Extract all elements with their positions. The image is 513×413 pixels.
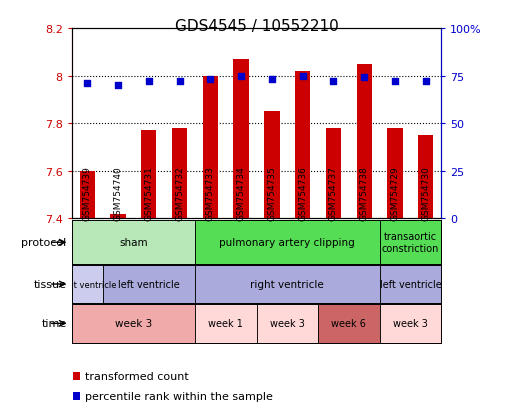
Text: right ventricle: right ventricle: [57, 280, 117, 289]
Text: GDS4545 / 10552210: GDS4545 / 10552210: [174, 19, 339, 33]
Text: right ventricle: right ventricle: [250, 279, 324, 290]
Bar: [172, 129, 187, 219]
Text: GSM754732: GSM754732: [175, 166, 184, 220]
Text: pulmonary artery clipping: pulmonary artery clipping: [220, 237, 355, 248]
Bar: [203, 76, 218, 219]
Bar: [387, 129, 403, 219]
Point: [175, 79, 184, 85]
Text: tissue: tissue: [34, 279, 67, 290]
Text: GSM754736: GSM754736: [298, 165, 307, 220]
Bar: [357, 64, 372, 219]
Bar: [380, 221, 441, 264]
Bar: [73, 372, 80, 380]
Bar: [103, 265, 195, 304]
Bar: [318, 304, 380, 343]
Text: GSM754738: GSM754738: [360, 165, 369, 220]
Point: [114, 83, 122, 89]
Text: week 6: week 6: [331, 318, 366, 329]
Bar: [72, 265, 103, 304]
Text: GSM754739: GSM754739: [83, 165, 92, 220]
Text: sham: sham: [119, 237, 148, 248]
Bar: [380, 304, 441, 343]
Bar: [72, 221, 195, 264]
Point: [360, 75, 368, 82]
Text: GSM754740: GSM754740: [113, 166, 123, 220]
Bar: [256, 304, 318, 343]
Point: [83, 81, 91, 87]
Bar: [326, 129, 341, 219]
Point: [206, 77, 214, 83]
Text: GSM754729: GSM754729: [390, 166, 400, 220]
Text: left ventricle: left ventricle: [380, 279, 441, 290]
Bar: [195, 265, 380, 304]
Text: week 3: week 3: [115, 318, 152, 329]
Point: [299, 73, 307, 80]
Text: transformed count: transformed count: [85, 371, 189, 381]
Text: week 3: week 3: [393, 318, 428, 329]
Point: [391, 79, 399, 85]
Point: [329, 79, 338, 85]
Bar: [295, 72, 310, 219]
Bar: [72, 304, 195, 343]
Point: [268, 77, 276, 83]
Text: transaortic
constriction: transaortic constriction: [382, 232, 439, 254]
Point: [237, 73, 245, 80]
Bar: [141, 131, 156, 219]
Point: [145, 79, 153, 85]
Text: GSM754731: GSM754731: [144, 165, 153, 220]
Text: left ventricle: left ventricle: [118, 279, 180, 290]
Text: GSM754734: GSM754734: [236, 166, 246, 220]
Bar: [233, 60, 249, 219]
Bar: [418, 136, 433, 219]
Text: week 1: week 1: [208, 318, 243, 329]
Text: GSM754737: GSM754737: [329, 165, 338, 220]
Text: time: time: [42, 318, 67, 329]
Point: [422, 79, 430, 85]
Bar: [110, 214, 126, 219]
Bar: [264, 112, 280, 219]
Bar: [195, 221, 380, 264]
Bar: [195, 304, 256, 343]
Text: GSM754733: GSM754733: [206, 165, 215, 220]
Text: GSM754730: GSM754730: [421, 165, 430, 220]
Bar: [73, 392, 80, 401]
Text: protocol: protocol: [22, 237, 67, 248]
Text: GSM754735: GSM754735: [267, 165, 277, 220]
Bar: [380, 265, 441, 304]
Bar: [80, 171, 95, 219]
Text: week 3: week 3: [270, 318, 305, 329]
Text: percentile rank within the sample: percentile rank within the sample: [85, 392, 273, 401]
